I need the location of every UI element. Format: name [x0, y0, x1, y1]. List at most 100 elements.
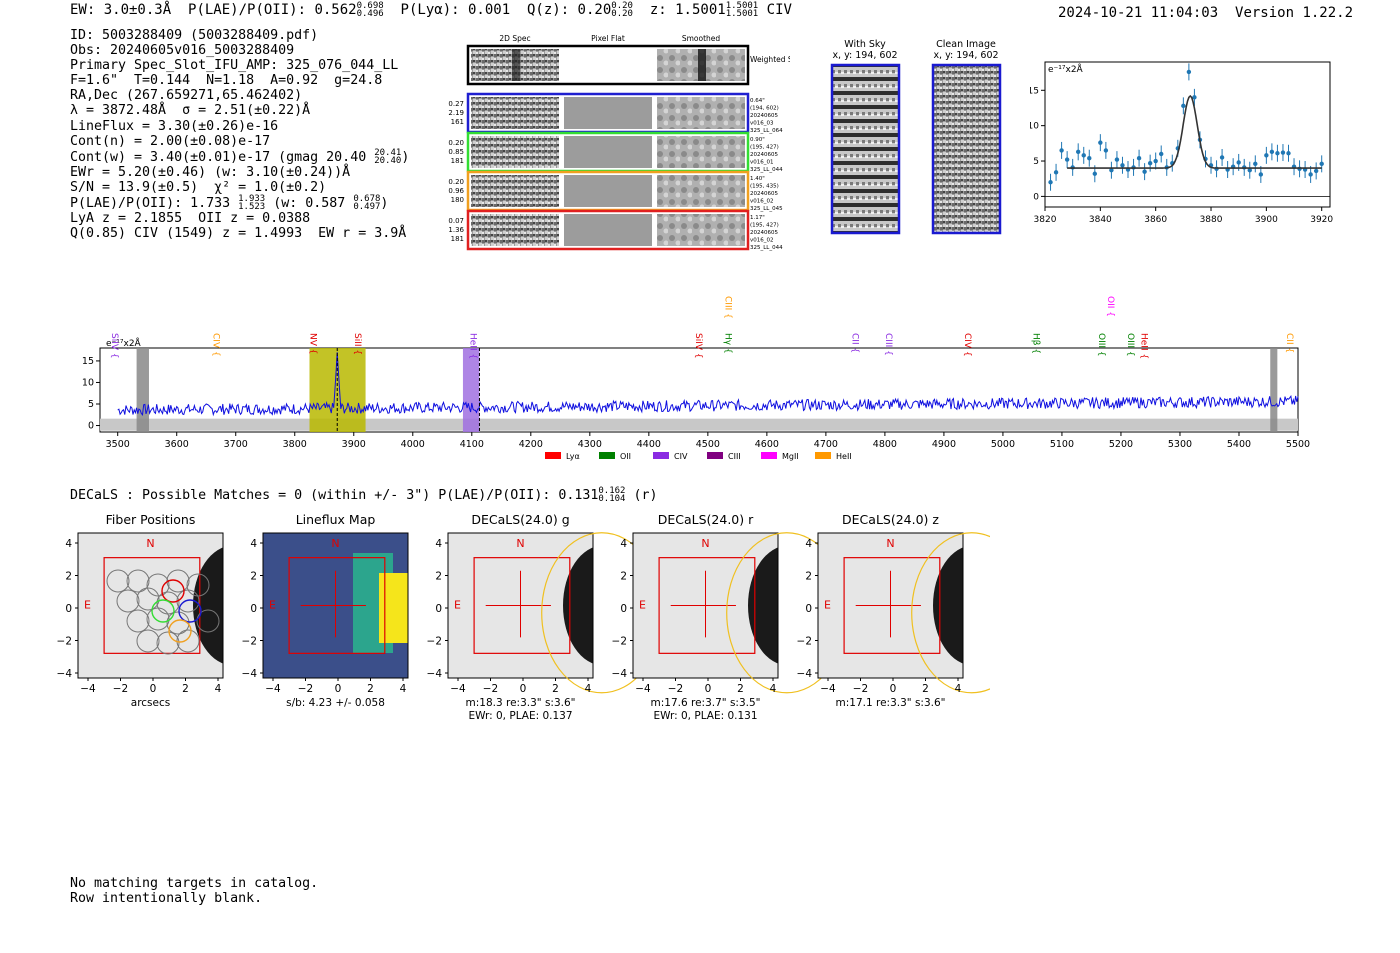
- panel-border: [817, 532, 964, 679]
- east-label: E: [454, 598, 461, 611]
- spectrum-line: [117, 352, 1299, 417]
- data-point: [1313, 168, 1319, 174]
- fiber-highlight: [168, 619, 192, 643]
- x-tick-label: 4100: [460, 439, 484, 450]
- x-tick-label: 4: [585, 683, 592, 695]
- y-tick-label: −2: [612, 636, 627, 648]
- header-summary: EW: 3.0±0.3Å P(LAE)/P(OII): 0.5620.698 0.…: [70, 1, 792, 19]
- east-label: E: [639, 598, 646, 611]
- x-tick-label: 3820: [1034, 215, 1057, 225]
- line-marker: NV {: [308, 333, 318, 354]
- y-tick-label: 15: [1030, 86, 1039, 96]
- x-tick-label: 0: [520, 683, 527, 695]
- line-marker: CII {: [1284, 333, 1294, 353]
- data-point: [1264, 153, 1269, 158]
- info-contw-lo: 20.40: [374, 155, 402, 166]
- line-marker: CIII {: [723, 296, 733, 319]
- line-marker: Hβ {: [1031, 333, 1041, 354]
- panel-caption-2: EWr: 0, PLAE: 0.137: [468, 710, 572, 722]
- cutout-left-value: 0.96: [448, 187, 464, 195]
- cutout-2d-spec: [471, 136, 559, 168]
- data-point: [1053, 170, 1059, 175]
- x-tick-label: 3860: [1144, 215, 1167, 225]
- panel-border: [447, 532, 594, 679]
- line-fit-axes: [1044, 61, 1331, 208]
- cutout-left-value: 181: [451, 157, 464, 165]
- panel-title: Fiber Positions: [106, 512, 196, 527]
- cutout-left-value: 2.19: [448, 109, 464, 117]
- cutout-right-value: v016_01: [750, 160, 774, 166]
- data-point: [1159, 151, 1164, 157]
- panel-caption: arcsecs: [131, 697, 170, 709]
- cutout-smoothed: [657, 214, 745, 246]
- cutout-left-value: 161: [451, 118, 464, 126]
- cutout-right-value: 325_LL_045: [750, 206, 783, 212]
- x-tick-label: 4400: [637, 439, 661, 450]
- line-marker-label: SiII {: [352, 333, 362, 355]
- cutout-right-value: 1.17": [750, 215, 765, 221]
- data-point: [1092, 171, 1098, 176]
- x-tick-label: 4: [955, 683, 962, 695]
- with-sky-image: [830, 63, 901, 235]
- panel-title: DECaLS(24.0) z: [842, 512, 939, 527]
- panel-title: DECaLS(24.0) r: [658, 512, 754, 527]
- info-plae-hi: 1.933: [238, 194, 266, 205]
- data-point: [1275, 151, 1280, 156]
- line-marker-label: OII {: [1105, 296, 1115, 317]
- data-point: [1109, 168, 1114, 173]
- x-tick-label: 2: [737, 683, 744, 695]
- x-tick-label: 2: [922, 683, 929, 695]
- data-point: [1136, 155, 1142, 161]
- y-tick-label: −2: [242, 636, 257, 648]
- line-marker: SiIV {: [109, 333, 119, 359]
- data-point: [1076, 149, 1081, 155]
- north-label: N: [516, 537, 524, 550]
- x-tick-label: −4: [450, 683, 466, 695]
- fiber-highlight: [161, 579, 185, 603]
- gaussian-fit: [1067, 94, 1322, 169]
- decals-band: (r): [633, 488, 658, 503]
- x-tick-label: 4: [215, 683, 222, 695]
- data-point: [1247, 168, 1252, 173]
- y-tick-label: 5: [1033, 157, 1039, 167]
- x-tick-label: 5100: [1050, 439, 1074, 450]
- info-id: ID: 5003288409 (5003288409.pdf): [70, 28, 319, 43]
- header-plae: P(LAE)/P(OII): 0.562: [188, 2, 357, 18]
- x-tick-label: 3900: [342, 439, 366, 450]
- cutout-left-value: 1.36: [448, 226, 464, 234]
- info-obs: Obs: 20240605v016_5003288409: [70, 43, 295, 59]
- spectra-cutouts: 2D Spec Pixel Flat Smoothed Weighted Sum…: [448, 34, 790, 251]
- fiber-circle: [136, 587, 160, 611]
- x-tick-label: 4200: [519, 439, 543, 450]
- cutout-right-value: 20240605: [750, 152, 778, 158]
- fiber-circle: [146, 573, 170, 597]
- fiber-circle: [156, 631, 180, 655]
- legend-label: CIII: [728, 452, 741, 461]
- data-point: [1142, 169, 1147, 174]
- search-box: [843, 557, 941, 654]
- x-tick-label: −4: [80, 683, 96, 695]
- cutout-right-value: 0.90": [750, 137, 765, 143]
- data-point: [1236, 160, 1241, 165]
- y-tick-label: 15: [82, 356, 94, 367]
- legend-label: Lyα: [566, 452, 580, 461]
- col-label-flat: Pixel Flat: [591, 34, 625, 43]
- header-qz-hi: 0.20: [611, 1, 633, 11]
- cutout-right-value: v016_02: [750, 199, 774, 205]
- y-tick-label: −2: [427, 636, 442, 648]
- data-point: [1120, 163, 1125, 168]
- data-point: [1269, 149, 1275, 155]
- full-spectrum-chart: e⁻¹⁷x2Å 3500 3600 3700 3800 3900 4000 4100 4200 4…: [82, 296, 1310, 461]
- cutout-image: NE: [817, 531, 990, 694]
- header-z-hi: 1.5001: [725, 1, 759, 11]
- line-marker: CIV {: [962, 333, 972, 357]
- line-marker-label: HeII {: [1139, 333, 1149, 359]
- x-tick-label: −2: [668, 683, 683, 695]
- line-marker-label: Hγ {: [723, 333, 733, 354]
- info-plae-w-hi: 0.678: [353, 194, 381, 205]
- legend-label: OII: [620, 452, 631, 461]
- x-tick-label: 2: [552, 683, 559, 695]
- y-tick-label: 2: [435, 571, 442, 583]
- fiber-circle: [196, 609, 220, 633]
- x-tick-label: 3880: [1200, 215, 1223, 225]
